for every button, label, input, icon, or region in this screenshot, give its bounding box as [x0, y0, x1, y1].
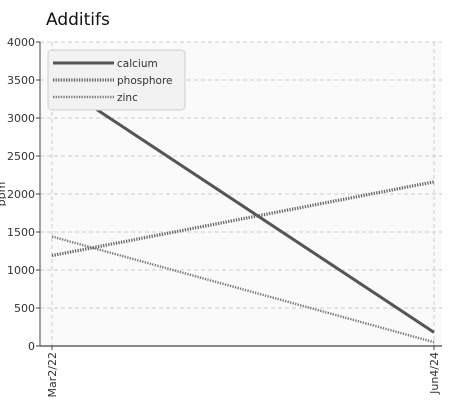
y-tick-label: 3500 — [7, 74, 35, 87]
y-axis-label: ppm — [0, 182, 8, 207]
legend-label-zinc: zinc — [117, 92, 138, 104]
legend-label-phosphore: phosphore — [117, 75, 173, 87]
x-tick-label: Mar2/22 — [46, 352, 59, 397]
legend-box — [47, 49, 186, 111]
legend: calcium phosphore zinc — [47, 49, 186, 111]
series-line-zinc — [51, 235, 435, 344]
y-tick-label: 500 — [14, 302, 35, 315]
y-tick-label: 1000 — [7, 264, 35, 277]
y-tick-label: 0 — [28, 340, 35, 353]
x-axis: Mar2/22 Jun4/24 — [46, 346, 441, 397]
y-axis: 0 500 1000 1500 2000 2500 3000 3500 4000 — [7, 36, 40, 353]
chart-title: Additifs — [46, 10, 110, 30]
legend-label-calcium: calcium — [117, 58, 158, 70]
y-tick-label: 1500 — [7, 226, 35, 239]
y-tick-label: 4000 — [7, 36, 35, 49]
y-tick-label: 2500 — [7, 150, 35, 163]
series-line-calcium — [51, 78, 435, 334]
series-layer — [51, 78, 435, 344]
y-tick-label: 3000 — [7, 112, 35, 125]
x-tick-label: Jun4/24 — [428, 352, 441, 395]
y-tick-label: 2000 — [7, 188, 35, 201]
